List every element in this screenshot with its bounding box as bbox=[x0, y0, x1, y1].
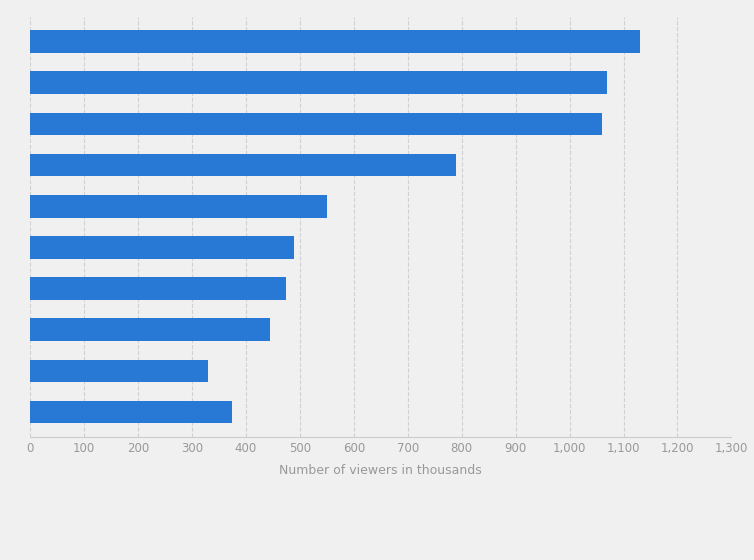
Bar bbox=[30, 30, 639, 53]
Bar bbox=[30, 401, 232, 423]
Bar bbox=[30, 195, 326, 217]
Bar bbox=[30, 236, 295, 259]
Bar bbox=[30, 277, 287, 300]
Bar bbox=[30, 360, 208, 382]
Bar bbox=[30, 113, 602, 135]
X-axis label: Number of viewers in thousands: Number of viewers in thousands bbox=[280, 464, 482, 477]
Bar bbox=[30, 71, 607, 94]
Bar bbox=[30, 319, 270, 341]
Bar bbox=[30, 153, 456, 176]
